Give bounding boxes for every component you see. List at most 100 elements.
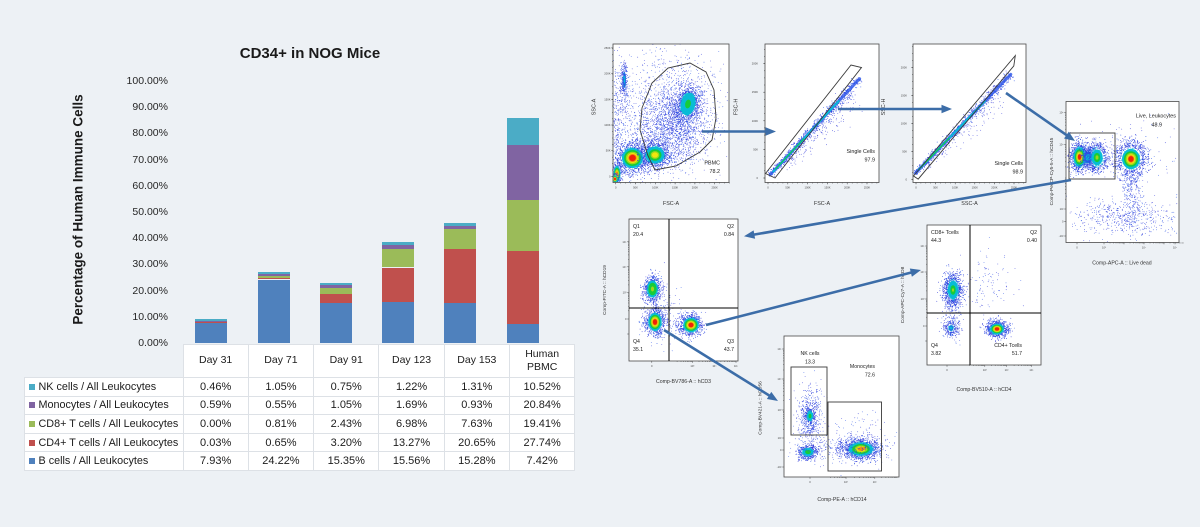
svg-text:Single Cells: Single Cells	[995, 161, 1024, 167]
svg-text:10⁵: 10⁵	[734, 364, 738, 368]
svg-text:0: 0	[780, 448, 782, 452]
svg-text:10⁴: 10⁴	[1005, 368, 1010, 372]
svg-text:FSC-H: FSC-H	[734, 99, 740, 116]
svg-text:100K: 100K	[804, 186, 810, 190]
svg-text:0: 0	[625, 317, 627, 321]
svg-text:10³: 10³	[921, 297, 925, 301]
svg-text:Comp-BV421-A :: hCD56: Comp-BV421-A :: hCD56	[758, 381, 764, 435]
svg-text:Comp-PE-A :: hCD14: Comp-PE-A :: hCD14	[817, 497, 866, 503]
svg-text:44.3: 44.3	[931, 238, 941, 244]
svg-text:200K: 200K	[604, 72, 610, 76]
svg-text:10³: 10³	[690, 364, 694, 368]
svg-text:Comp-BV786-A :: hCD3: Comp-BV786-A :: hCD3	[656, 379, 711, 385]
svg-text:10³: 10³	[983, 368, 987, 372]
svg-text:97.9: 97.9	[865, 158, 876, 164]
svg-text:0: 0	[906, 178, 908, 182]
svg-text:Q2: Q2	[727, 224, 734, 230]
svg-text:72.6: 72.6	[865, 373, 875, 379]
svg-text:150K: 150K	[672, 186, 678, 190]
svg-text:48.9: 48.9	[1152, 123, 1163, 129]
svg-text:10⁴: 10⁴	[1059, 143, 1064, 147]
svg-text:-10²: -10²	[1059, 234, 1064, 238]
svg-text:CD8+ Tcells: CD8+ Tcells	[931, 230, 959, 236]
svg-text:200K: 200K	[991, 186, 997, 190]
svg-text:13.3: 13.3	[805, 360, 815, 366]
svg-text:200K: 200K	[692, 186, 698, 190]
svg-text:10⁵: 10⁵	[777, 347, 781, 351]
svg-text:100K: 100K	[952, 186, 958, 190]
svg-text:10⁴: 10⁴	[920, 270, 925, 274]
svg-text:Comp-APC-A :: Live dead: Comp-APC-A :: Live dead	[1092, 261, 1152, 267]
svg-text:10²: 10²	[778, 436, 782, 440]
svg-text:Q4: Q4	[633, 339, 640, 345]
svg-text:0: 0	[923, 324, 925, 328]
svg-text:0: 0	[767, 186, 769, 190]
svg-text:10⁵: 10⁵	[1173, 246, 1177, 250]
svg-text:200K: 200K	[844, 186, 850, 190]
svg-text:10³: 10³	[844, 480, 848, 484]
svg-text:51.7: 51.7	[1012, 351, 1022, 357]
svg-text:10³: 10³	[778, 408, 782, 412]
svg-text:Comp-FITC-A :: hCD19: Comp-FITC-A :: hCD19	[602, 265, 608, 315]
svg-text:CD4+ Tcells: CD4+ Tcells	[994, 343, 1022, 349]
svg-text:Q1: Q1	[633, 224, 640, 230]
svg-text:150K: 150K	[824, 186, 830, 190]
svg-text:0: 0	[946, 368, 948, 372]
svg-text:10²: 10²	[1102, 246, 1106, 250]
svg-text:PBMC: PBMC	[704, 161, 720, 167]
svg-text:Single Cells: Single Cells	[847, 149, 876, 155]
svg-text:NK cells: NK cells	[800, 351, 819, 357]
svg-text:Comp-APC-Cy7-A :: hCD8: Comp-APC-Cy7-A :: hCD8	[900, 266, 906, 323]
svg-text:FSC-A: FSC-A	[814, 201, 831, 207]
svg-text:3.82: 3.82	[931, 351, 941, 357]
svg-text:150K: 150K	[752, 90, 758, 94]
svg-text:0: 0	[609, 174, 611, 178]
svg-text:0: 0	[1062, 220, 1064, 224]
svg-text:250K: 250K	[1011, 186, 1017, 190]
svg-text:10⁴: 10⁴	[777, 377, 782, 381]
svg-text:-10²: -10²	[777, 465, 782, 469]
svg-text:0: 0	[651, 364, 653, 368]
svg-text:Live, Leukocytes: Live, Leukocytes	[1136, 114, 1176, 120]
svg-text:50K: 50K	[753, 147, 758, 151]
svg-text:100K: 100K	[652, 186, 658, 190]
svg-text:Comp-BV510-A :: hCD4: Comp-BV510-A :: hCD4	[956, 387, 1011, 393]
svg-text:150K: 150K	[604, 97, 610, 101]
svg-text:SSC-A: SSC-A	[592, 98, 598, 115]
svg-text:Q4: Q4	[931, 343, 938, 349]
svg-text:10⁵: 10⁵	[920, 244, 924, 248]
svg-text:10⁵: 10⁵	[1029, 368, 1033, 372]
svg-text:Comp-PerCP-Cy5-5-A :: hCD45: Comp-PerCP-Cy5-5-A :: hCD45	[1049, 137, 1055, 205]
svg-text:250K: 250K	[864, 186, 870, 190]
svg-text:Q2: Q2	[1030, 230, 1037, 236]
svg-text:10²: 10²	[1060, 207, 1064, 211]
svg-text:100K: 100K	[901, 122, 907, 126]
svg-text:98.9: 98.9	[1013, 170, 1024, 176]
svg-text:50K: 50K	[785, 186, 790, 190]
svg-text:150K: 150K	[972, 186, 978, 190]
svg-text:250K: 250K	[712, 186, 718, 190]
svg-text:SSC-H: SSC-H	[881, 99, 887, 116]
svg-text:50K: 50K	[633, 186, 638, 190]
svg-text:0: 0	[757, 176, 759, 180]
svg-text:0.84: 0.84	[724, 232, 734, 238]
svg-text:200K: 200K	[752, 62, 758, 66]
svg-text:10⁵: 10⁵	[622, 240, 626, 244]
svg-text:0: 0	[809, 480, 811, 484]
svg-text:250K: 250K	[604, 46, 610, 50]
svg-text:10³: 10³	[623, 291, 627, 295]
svg-text:10⁴: 10⁴	[712, 364, 717, 368]
svg-text:0.40: 0.40	[1027, 238, 1037, 244]
svg-text:Monocytes: Monocytes	[850, 364, 875, 370]
svg-text:78.2: 78.2	[710, 169, 721, 175]
svg-text:0: 0	[1076, 246, 1078, 250]
svg-text:100K: 100K	[604, 123, 610, 127]
svg-text:50K: 50K	[933, 186, 938, 190]
svg-text:150K: 150K	[901, 94, 907, 98]
svg-text:FSC-A: FSC-A	[663, 201, 680, 207]
svg-text:Q3: Q3	[727, 339, 734, 345]
svg-text:10⁴: 10⁴	[1142, 246, 1147, 250]
svg-text:200K: 200K	[901, 66, 907, 70]
svg-text:0: 0	[915, 186, 917, 190]
svg-text:35.1: 35.1	[633, 347, 643, 353]
